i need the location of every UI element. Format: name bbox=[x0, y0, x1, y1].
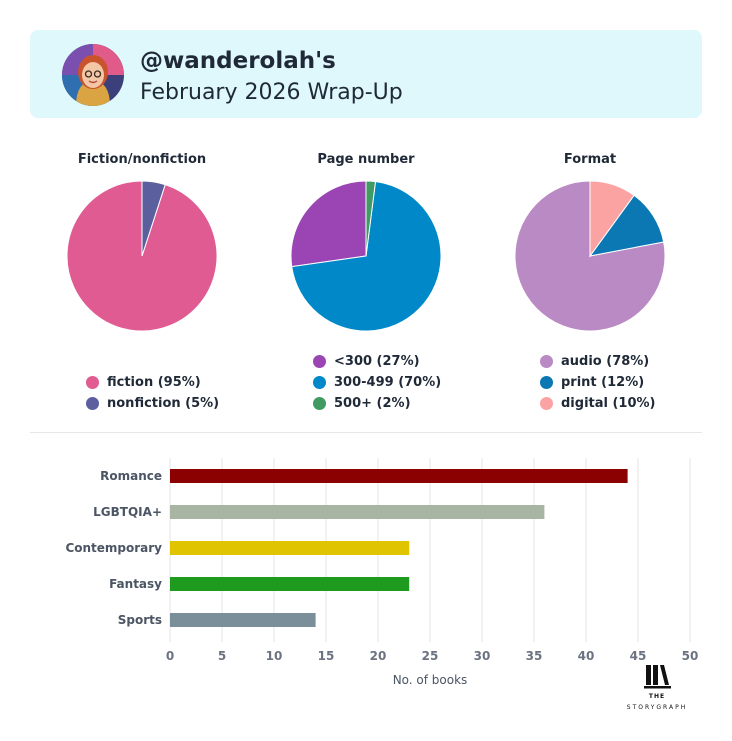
legend-item-under-300: <300 (27%) bbox=[313, 351, 441, 372]
x-tick-label: 25 bbox=[422, 649, 439, 663]
legend-label-300-499: 300-499 (70%) bbox=[334, 375, 442, 390]
pie-slice-300-499 bbox=[291, 181, 442, 332]
genre-bar-chart: 0 5 10 15 20 25 30 35 40 45 50 Romance LGBTQIA+ Conte… bbox=[65, 458, 699, 685]
bar-contemporary bbox=[170, 541, 410, 555]
legend-label-nonfiction: nonfiction (5%) bbox=[107, 396, 220, 411]
category-label-fantasy: Fantasy bbox=[109, 577, 162, 591]
pie-slice-500 bbox=[365, 180, 377, 257]
legend-swatch-audio bbox=[540, 355, 553, 368]
avatar bbox=[62, 44, 124, 106]
legend-label-500-plus: 500+ (2%) bbox=[334, 396, 411, 411]
legend-item-print: print (12%) bbox=[540, 372, 656, 393]
legend-label-fiction: fiction (95%) bbox=[107, 375, 201, 390]
legend-item-500-plus: 500+ (2%) bbox=[313, 393, 441, 414]
legend-swatch-fiction bbox=[86, 376, 99, 389]
bar-romance bbox=[170, 469, 628, 483]
legend-label-digital: digital (10%) bbox=[561, 396, 656, 411]
legend-item-audio: audio (78%) bbox=[540, 351, 656, 372]
pie-slice-digital bbox=[589, 180, 635, 258]
x-tick-label: 20 bbox=[370, 649, 387, 663]
x-tick-label: 0 bbox=[166, 649, 174, 663]
pie-slice-300 bbox=[290, 180, 367, 268]
pie-title-fiction: Fiction/nonfiction bbox=[77, 152, 207, 167]
bar-sports bbox=[170, 613, 316, 627]
legend-swatch-print bbox=[540, 376, 553, 389]
format-pie-chart bbox=[514, 180, 666, 332]
x-tick-label: 50 bbox=[682, 649, 699, 663]
x-tick-label: 45 bbox=[630, 649, 647, 663]
legend-swatch-under-300 bbox=[313, 355, 326, 368]
legend-swatch-digital bbox=[540, 397, 553, 410]
legend-item-fiction: fiction (95%) bbox=[86, 372, 219, 393]
page-number-pie-chart bbox=[290, 180, 442, 332]
fiction-legend: fiction (95%) nonfiction (5%) bbox=[86, 372, 219, 414]
legend-label-audio: audio (78%) bbox=[561, 354, 650, 369]
x-axis-label: No. of books bbox=[393, 673, 468, 685]
logo-brand-text: STORYGRAPH bbox=[627, 704, 687, 711]
legend-swatch-300-499 bbox=[313, 376, 326, 389]
pie-title-format: Format bbox=[563, 152, 617, 167]
fiction-pie-chart bbox=[66, 180, 218, 332]
legend-item-300-499: 300-499 (70%) bbox=[313, 372, 441, 393]
storygraph-logo: THE STORYGRAPH bbox=[627, 665, 687, 711]
category-label-lgbtqia: LGBTQIA+ bbox=[93, 505, 162, 519]
x-tick-label: 5 bbox=[218, 649, 226, 663]
legend-item-digital: digital (10%) bbox=[540, 393, 656, 414]
wrapup-title: February 2026 Wrap-Up bbox=[140, 80, 403, 105]
bar-fantasy bbox=[170, 577, 410, 591]
pie-slice-nonfiction bbox=[141, 180, 166, 257]
legend-label-print: print (12%) bbox=[561, 375, 645, 390]
legend-item-nonfiction: nonfiction (5%) bbox=[86, 393, 219, 414]
section-divider bbox=[30, 432, 702, 433]
username: @wanderolah's bbox=[140, 48, 336, 74]
bar-lgbtqia bbox=[170, 505, 545, 519]
pie-title-page-number: Page number bbox=[317, 152, 415, 167]
legend-label-under-300: <300 (27%) bbox=[334, 354, 420, 369]
x-tick-label: 30 bbox=[474, 649, 491, 663]
category-label-romance: Romance bbox=[100, 469, 162, 483]
x-tick-label: 15 bbox=[318, 649, 335, 663]
page-number-legend: <300 (27%) 300-499 (70%) 500+ (2%) bbox=[313, 351, 441, 414]
wrapup-header: @wanderolah's February 2026 Wrap-Up bbox=[30, 30, 702, 118]
x-tick-label: 35 bbox=[526, 649, 543, 663]
legend-swatch-500-plus bbox=[313, 397, 326, 410]
x-tick-label: 40 bbox=[578, 649, 595, 663]
format-legend: audio (78%) print (12%) digital (10%) bbox=[540, 351, 656, 414]
legend-swatch-nonfiction bbox=[86, 397, 99, 410]
category-label-sports: Sports bbox=[118, 613, 162, 627]
x-tick-label: 10 bbox=[266, 649, 283, 663]
category-label-contemporary: Contemporary bbox=[65, 541, 162, 555]
logo-the-text: THE bbox=[649, 693, 665, 700]
pie-slice-audio bbox=[514, 180, 666, 332]
